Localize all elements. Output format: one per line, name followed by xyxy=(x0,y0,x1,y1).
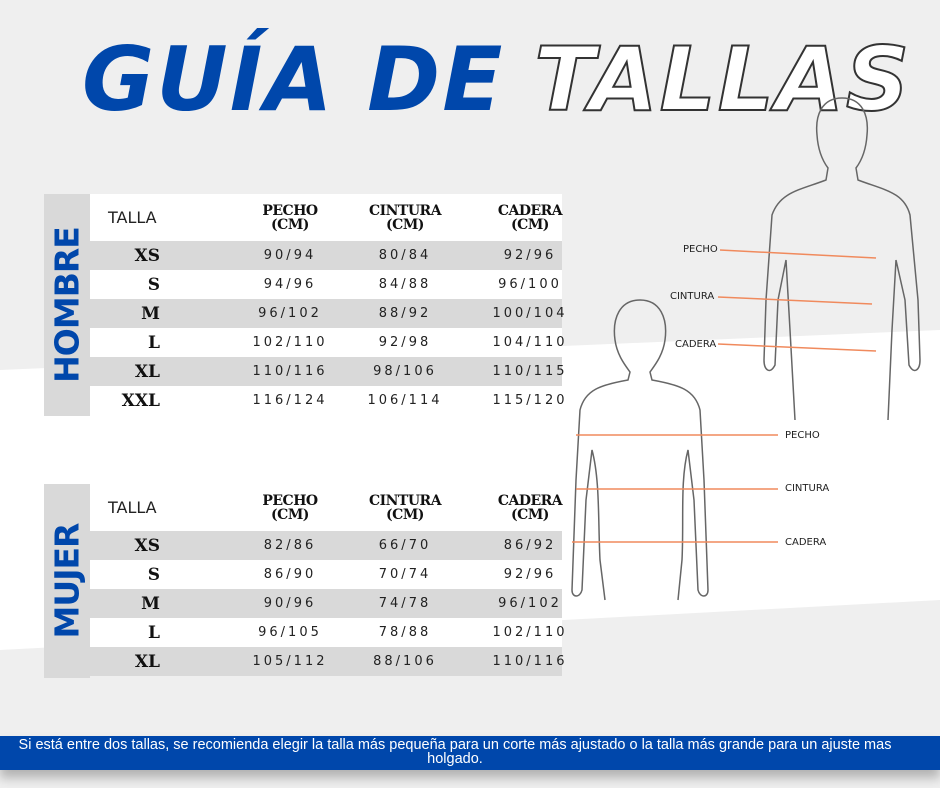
header-unit: (CM) xyxy=(386,506,424,523)
cintura-cell: 78/88 xyxy=(378,625,432,640)
size-cell: L xyxy=(148,332,160,353)
pecho-cell: 105/112 xyxy=(252,654,328,669)
footer-note: Si está entre dos tallas, se recomienda … xyxy=(0,736,940,770)
size-cell: M xyxy=(141,593,160,614)
header-cintura-label: CINTURA xyxy=(368,492,442,509)
size-cell: S xyxy=(147,564,160,585)
cadera-cell: 100/104 xyxy=(492,306,568,321)
header-cadera: CADERA (CM) xyxy=(460,484,600,531)
male-figure xyxy=(763,97,921,421)
table-row: XL 105/112 88/106 110/116 xyxy=(90,647,565,676)
hombre-label-column: HOMBRE xyxy=(44,194,90,416)
cadera-cell: 86/92 xyxy=(503,538,557,553)
header-unit: (CM) xyxy=(271,506,309,523)
cintura-cell: 70/74 xyxy=(378,567,432,582)
pecho-cell: 82/86 xyxy=(263,538,317,553)
table-row: XS 82/86 66/70 86/92 xyxy=(90,531,562,560)
pecho-cell: 94/96 xyxy=(263,277,317,292)
header-cintura-label: CINTURA xyxy=(368,202,442,219)
table-row: L 102/110 92/98 104/110 xyxy=(90,328,565,357)
pecho-cell: 86/90 xyxy=(263,567,317,582)
pecho-cell: 96/105 xyxy=(258,625,322,640)
table-row: XS 90/94 80/84 92/96 xyxy=(90,241,562,270)
cintura-cell: 66/70 xyxy=(378,538,432,553)
pecho-cell: 102/110 xyxy=(252,335,328,350)
size-cell: L xyxy=(148,622,160,643)
size-cell: XL xyxy=(134,651,160,672)
cintura-cell: 88/106 xyxy=(373,654,437,669)
table-row: M 96/102 88/92 100/104 xyxy=(90,299,565,328)
table-row: S 94/96 84/88 96/100 xyxy=(90,270,562,299)
table-header: TALLA PECHO (CM) CINTURA (CM) CADERA (CM) xyxy=(90,484,563,531)
title-part2: TALLAS xyxy=(533,27,912,132)
cintura-cell: 92/98 xyxy=(378,335,432,350)
header-unit: (CM) xyxy=(386,216,424,233)
cintura-cell: 106/114 xyxy=(367,393,443,408)
pecho-cell: 90/96 xyxy=(263,596,317,611)
female-cintura-label: CINTURA xyxy=(785,483,830,494)
male-pecho-label: PECHO xyxy=(683,244,718,255)
size-cell: S xyxy=(147,274,160,295)
page-title: GUÍA DE TALLAS xyxy=(82,27,912,132)
cadera-cell: 92/96 xyxy=(503,567,557,582)
header-cadera-label: CADERA xyxy=(497,492,563,509)
mujer-label-column: MUJER xyxy=(44,484,90,678)
cadera-cell: 110/115 xyxy=(492,364,568,379)
cintura-cell: 98/106 xyxy=(373,364,437,379)
header-pecho-label: PECHO xyxy=(262,492,318,509)
header-pecho: PECHO (CM) xyxy=(220,194,360,241)
header-pecho: PECHO (CM) xyxy=(220,484,360,531)
header-unit: (CM) xyxy=(511,216,549,233)
table-row: L 96/105 78/88 102/110 xyxy=(90,618,565,647)
table-row: M 90/96 74/78 96/102 xyxy=(90,589,562,618)
size-cell: XL xyxy=(134,361,160,382)
pecho-cell: 110/116 xyxy=(252,364,328,379)
cintura-cell: 74/78 xyxy=(378,596,432,611)
male-cadera-label: CADERA xyxy=(675,339,717,350)
cadera-cell: 92/96 xyxy=(503,248,557,263)
title-part1: GUÍA DE xyxy=(82,28,505,131)
cadera-cell: 96/100 xyxy=(498,277,562,292)
header-unit: (CM) xyxy=(271,216,309,233)
header-talla: TALLA xyxy=(108,498,157,517)
header-cintura: CINTURA (CM) xyxy=(335,484,475,531)
cintura-cell: 88/92 xyxy=(378,306,432,321)
header-talla: TALLA xyxy=(108,208,157,227)
pecho-cell: 96/102 xyxy=(258,306,322,321)
size-cell: XS xyxy=(134,535,160,556)
cintura-cell: 80/84 xyxy=(378,248,432,263)
female-cadera-label: CADERA xyxy=(785,537,827,548)
cadera-cell: 110/116 xyxy=(492,654,568,669)
header-cadera: CADERA (CM) xyxy=(460,194,600,241)
size-cell: M xyxy=(141,303,160,324)
cadera-cell: 96/102 xyxy=(498,596,562,611)
pecho-cell: 90/94 xyxy=(263,248,317,263)
cadera-cell: 104/110 xyxy=(492,335,568,350)
header-cadera-label: CADERA xyxy=(497,202,563,219)
mujer-size-table: MUJER TALLA PECHO (CM) CINTURA (CM) CADERA (CM… xyxy=(44,484,565,678)
male-cintura-label: CINTURA xyxy=(670,291,715,302)
size-cell: XS xyxy=(134,245,160,266)
cadera-cell: 102/110 xyxy=(492,625,568,640)
header-cintura: CINTURA (CM) xyxy=(335,194,475,241)
table-row: XXL 116/124 106/114 115/120 xyxy=(90,386,565,415)
table-row: XL 110/116 98/106 110/115 xyxy=(90,357,565,386)
table-header: TALLA PECHO (CM) CINTURA (CM) CADERA (CM) xyxy=(90,194,563,241)
female-pecho-label: PECHO xyxy=(785,430,820,441)
cadera-cell: 115/120 xyxy=(492,393,568,408)
cintura-cell: 84/88 xyxy=(378,277,432,292)
measure-lines xyxy=(572,249,877,543)
size-cell: XXL xyxy=(121,390,160,411)
table-row: S 86/90 70/74 92/96 xyxy=(90,560,562,589)
pecho-cell: 116/124 xyxy=(252,393,328,408)
hombre-size-table: HOMBRE TALLA PECHO (CM) CINTURA (CM) CADERA (C… xyxy=(44,194,565,416)
header-pecho-label: PECHO xyxy=(262,202,318,219)
female-figure xyxy=(571,299,709,601)
header-unit: (CM) xyxy=(511,506,549,523)
